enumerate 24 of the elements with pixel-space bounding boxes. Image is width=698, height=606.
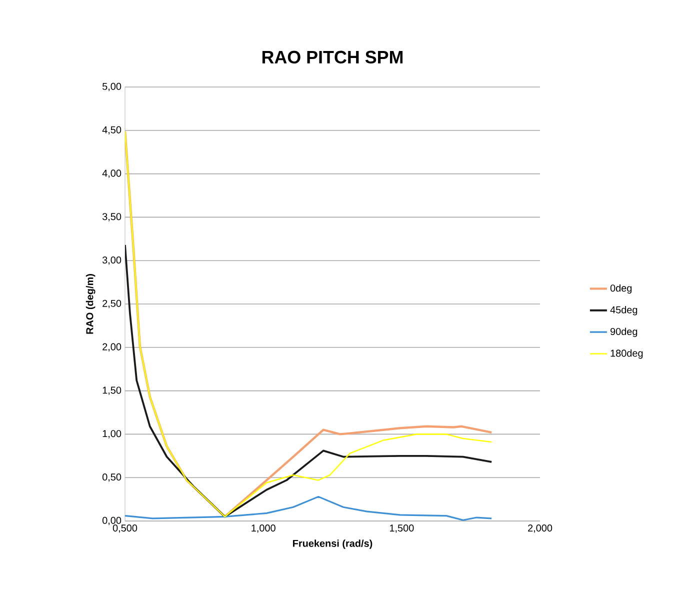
y-tick-label: 4,50 <box>102 126 122 135</box>
x-tick-label: 1,000 <box>252 524 276 533</box>
y-tick-label: 5,00 <box>102 82 122 92</box>
y-tick-label: 4,00 <box>102 170 122 178</box>
legend-label: 45deg <box>610 306 638 316</box>
legend-label: 90deg <box>610 328 638 337</box>
x-tick-label: 1,500 <box>390 524 414 533</box>
y-tick-label: 2,50 <box>102 300 122 308</box>
line-series <box>125 496 492 521</box>
legend-label: 0deg <box>610 284 632 294</box>
x-tick-label: 0,500 <box>112 524 138 533</box>
y-tick-label: 1,00 <box>102 430 122 438</box>
y-tick-label: 3,00 <box>102 256 122 265</box>
y-tick-label: 1,50 <box>102 386 122 395</box>
y-tick-label: 0,00 <box>102 516 122 526</box>
y-tick-label: 0,50 <box>102 473 122 482</box>
x-axis-title: Fruekensi (rad/s) <box>293 540 372 549</box>
y-axis-title: RAO (deg/m) <box>86 274 96 334</box>
chart-title: RAO PITCH SPM <box>262 50 403 64</box>
y-tick-label: 3,50 <box>102 213 122 222</box>
line-series <box>125 244 493 518</box>
legend-label: 180deg <box>610 349 643 359</box>
x-tick-label: 2,000 <box>528 524 552 533</box>
y-tick-label: 2,00 <box>102 343 122 352</box>
